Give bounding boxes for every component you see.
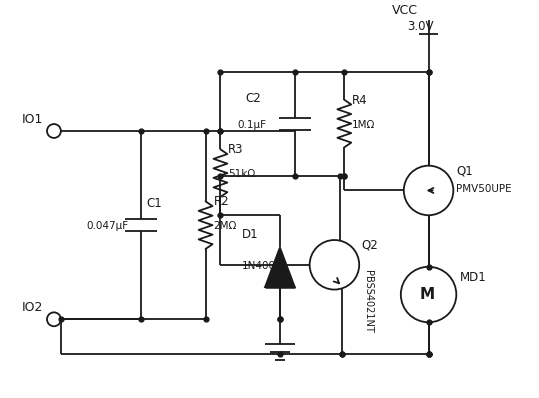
Text: 0.047μF: 0.047μF <box>87 221 129 231</box>
Circle shape <box>47 124 61 138</box>
Text: MD1: MD1 <box>460 271 487 284</box>
Text: C2: C2 <box>245 92 261 105</box>
Circle shape <box>401 267 457 322</box>
Text: 51kΩ: 51kΩ <box>229 169 255 179</box>
Text: C1: C1 <box>146 197 162 210</box>
Text: IO2: IO2 <box>22 301 44 314</box>
Text: 0.1μF: 0.1μF <box>237 119 266 129</box>
Text: 1MΩ: 1MΩ <box>353 119 376 129</box>
Text: IO1: IO1 <box>22 113 44 126</box>
Text: 3.0V: 3.0V <box>407 20 433 33</box>
Circle shape <box>309 240 359 290</box>
Polygon shape <box>265 248 295 287</box>
Text: R2: R2 <box>213 195 229 208</box>
Text: M: M <box>420 287 435 302</box>
Text: VCC: VCC <box>392 4 418 17</box>
Text: R3: R3 <box>229 143 244 156</box>
Text: 1N4001: 1N4001 <box>242 261 283 271</box>
Text: Q1: Q1 <box>457 165 473 178</box>
Text: R4: R4 <box>353 94 368 107</box>
Text: 2MΩ: 2MΩ <box>213 221 237 231</box>
Text: Q2: Q2 <box>361 239 378 252</box>
Circle shape <box>47 312 61 326</box>
Circle shape <box>404 166 453 215</box>
Text: D1: D1 <box>242 228 259 240</box>
Text: PBSS4021NT: PBSS4021NT <box>363 270 373 332</box>
Text: PMV50UPE: PMV50UPE <box>457 184 512 195</box>
